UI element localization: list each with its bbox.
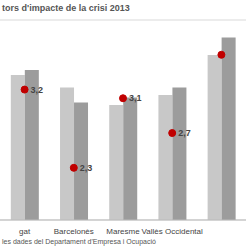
- svg-text:3,1: 3,1: [129, 93, 142, 103]
- svg-text:Vallès Occidental: Vallès Occidental: [142, 227, 203, 236]
- svg-text:2,7: 2,7: [178, 128, 191, 138]
- svg-text:Barcelonès: Barcelonès: [54, 227, 94, 236]
- svg-text:3,2: 3,2: [31, 85, 44, 95]
- svg-text:gat: gat: [19, 227, 31, 236]
- html-text:tors d'impacte de la crisi 201: tors d'impacte de la crisi 2013: [2, 3, 130, 13]
- html-text:les dades del Departament d'Em: les dades del Departament d'Empresa i Oc…: [2, 238, 156, 245]
- svg-text:Maresme: Maresme: [106, 227, 140, 236]
- svg-text:2,3: 2,3: [80, 163, 93, 173]
